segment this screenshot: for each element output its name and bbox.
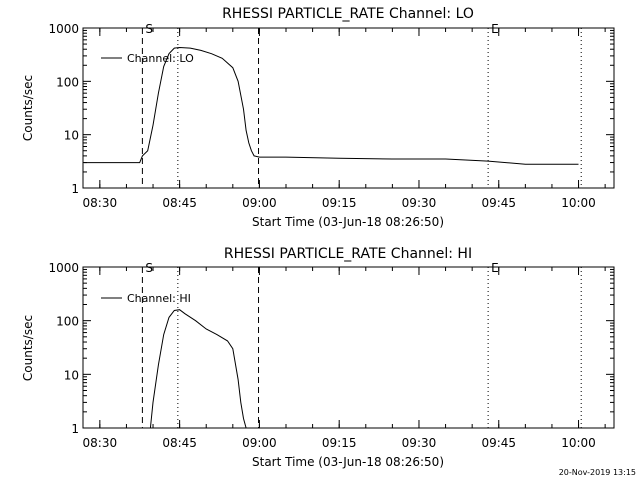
lo-x-tick-label: 09:15 bbox=[322, 196, 357, 210]
lo-y-tick-label: 10 bbox=[64, 129, 79, 143]
lo-series-line bbox=[83, 46, 579, 165]
lo-y-tick-label: 1000 bbox=[48, 22, 79, 36]
lo-x-tick-label: 10:00 bbox=[561, 196, 596, 210]
hi-legend-label: Channel: HI bbox=[127, 292, 191, 305]
hi-y-tick-label: 100 bbox=[56, 315, 79, 329]
lo-x-tick-label: 09:45 bbox=[481, 196, 516, 210]
lo-panel: RHESSI PARTICLE_RATE Channel: LO Start T… bbox=[21, 6, 615, 229]
hi-y-tick-label: 1 bbox=[71, 422, 79, 436]
hi-plot-frame bbox=[82, 266, 615, 429]
lo-x-tick-label: 08:30 bbox=[83, 196, 118, 210]
hi-x-tick-label: 08:30 bbox=[83, 436, 118, 450]
lo-x-axis-label: Start Time (03-Jun-18 08:26:50) bbox=[252, 215, 444, 229]
hi-x-tick-label: 10:00 bbox=[561, 436, 596, 450]
lo-x-tick-label: 08:45 bbox=[162, 196, 197, 210]
lo-y-tick-label: 100 bbox=[56, 75, 79, 89]
hi-x-tick-label: 09:15 bbox=[322, 436, 357, 450]
hi-series-line bbox=[149, 309, 247, 429]
hi-y-tick-label: 10 bbox=[64, 368, 79, 382]
lo-y-tick-label: 1 bbox=[71, 182, 79, 196]
hi-chart-title: RHESSI PARTICLE_RATE Channel: HI bbox=[224, 246, 472, 262]
hi-y-axis-label: Counts/sec bbox=[21, 315, 35, 381]
hi-x-tick-label: 09:00 bbox=[242, 436, 277, 450]
hi-x-tick-label: 08:45 bbox=[162, 436, 197, 450]
lo-event-marker-label: S bbox=[145, 22, 153, 36]
hi-event-marker-label: S bbox=[145, 261, 153, 275]
hi-tick-layer: 08:30 08:45 09:00 09:15 09:30 09:45 10:00 1 10 10… bbox=[48, 261, 614, 450]
lo-tick-layer: 08:30 08:45 09:00 09:15 09:30 09:45 10:00 1 10 10… bbox=[48, 22, 614, 210]
footer-timestamp: 20-Nov-2019 13:15 bbox=[559, 468, 636, 477]
lo-x-tick-label: 09:00 bbox=[242, 196, 277, 210]
hi-panel: RHESSI PARTICLE_RATE Channel: HI Start T… bbox=[21, 246, 615, 469]
hi-series-layer bbox=[149, 309, 247, 429]
hi-x-axis-label: Start Time (03-Jun-18 08:26:50) bbox=[252, 455, 444, 469]
lo-chart-title: RHESSI PARTICLE_RATE Channel: LO bbox=[222, 6, 474, 22]
hi-x-tick-label: 09:30 bbox=[402, 436, 437, 450]
lo-legend-label: Channel: LO bbox=[127, 52, 194, 65]
hi-y-tick-label: 1000 bbox=[48, 261, 79, 275]
lo-plot-frame bbox=[82, 27, 615, 189]
lo-series-layer bbox=[83, 46, 579, 165]
lo-x-tick-label: 09:30 bbox=[402, 196, 437, 210]
lo-y-axis-label: Counts/sec bbox=[21, 75, 35, 141]
lo-event-marker-label: E bbox=[491, 22, 499, 36]
hi-event-marker-label: E bbox=[491, 261, 499, 275]
hi-x-tick-label: 09:45 bbox=[481, 436, 516, 450]
